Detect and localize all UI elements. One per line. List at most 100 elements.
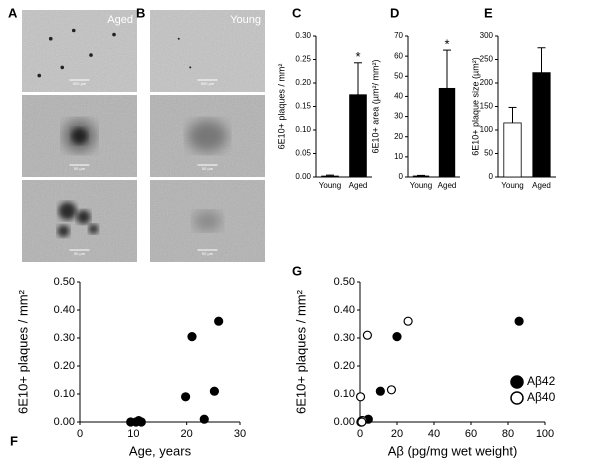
panel-label: A (8, 5, 18, 20)
scale-bar-label: 500 µm (73, 81, 87, 86)
bar (438, 87, 456, 178)
scale-bar-label: 50 µm (202, 166, 214, 171)
significance-marker: * (444, 37, 449, 52)
image-caption: Aged (107, 14, 133, 26)
data-point (209, 386, 219, 396)
micrograph: 500 µm (22, 10, 137, 92)
plaque-dot (71, 28, 76, 33)
plaque-dot (112, 32, 116, 37)
data-point (403, 316, 413, 326)
y-tick-label: 60 (394, 51, 403, 60)
plaque-dot (177, 37, 180, 40)
micrograph: 50 µm (150, 180, 265, 262)
plaque-core (88, 224, 99, 234)
y-axis-title: 6E10+ plaque size (µm²) (470, 57, 480, 155)
x-tick-label: 80 (502, 428, 514, 440)
x-tick-label: Aged (438, 181, 457, 190)
y-tick-label: 0.20 (334, 360, 355, 372)
micrograph: 500 µm (150, 10, 265, 92)
y-tick-label: 0.30 (54, 332, 75, 344)
panel-label: D (390, 5, 399, 20)
plaque-diffuse (193, 211, 222, 231)
data-point (392, 332, 402, 342)
x-tick-label: 10 (127, 428, 139, 440)
y-tick-label: 0.50 (334, 276, 355, 288)
image-caption: Young (230, 14, 261, 26)
plaque-core (71, 128, 88, 144)
y-tick-label: 100 (480, 125, 494, 134)
data-point (136, 417, 146, 427)
y-tick-label: 0 (399, 172, 404, 181)
data-point (514, 316, 524, 326)
x-tick-label: 100 (536, 428, 554, 440)
data-point (214, 316, 224, 326)
x-axis-title: Aβ (pg/mg wet weight) (388, 443, 518, 458)
y-axis-title: 6E10+ area (µm²/ mm²) (370, 60, 380, 154)
scale-bar-label: 50 µm (74, 251, 86, 256)
panel-label: B (136, 5, 145, 20)
y-axis-title: 6E10+ plaques / mm² (276, 64, 286, 150)
y-tick-label: 0.00 (334, 416, 355, 428)
data-point (375, 386, 385, 396)
y-tick-label: 200 (480, 78, 494, 87)
plaque-dot (89, 53, 93, 57)
plaque-dot (189, 66, 192, 69)
y-tick-label: 0.20 (295, 78, 311, 87)
bar (321, 175, 339, 178)
panel-label: F (10, 433, 18, 448)
data-point (181, 392, 191, 402)
x-tick-label: 20 (391, 428, 403, 440)
x-tick-label: 20 (181, 428, 193, 440)
legend-label: Aβ40 (527, 390, 556, 404)
y-tick-label: 0.25 (295, 55, 311, 64)
y-tick-label: 300 (480, 31, 494, 40)
x-axis-title: Age, years (129, 443, 192, 458)
plaque-diffuse (187, 120, 228, 152)
x-tick-label: 30 (234, 428, 246, 440)
y-tick-label: 0.10 (295, 125, 311, 134)
y-tick-label: 0.10 (54, 388, 75, 400)
bar (532, 72, 551, 178)
plaque-dot (37, 73, 42, 78)
data-point (199, 414, 209, 424)
y-tick-label: 0.00 (54, 416, 75, 428)
x-tick-label: 0 (357, 428, 363, 440)
y-tick-label: 0.30 (295, 31, 311, 40)
plaque-core (76, 210, 91, 224)
y-tick-label: 50 (394, 71, 403, 80)
legend-marker (510, 391, 524, 405)
x-tick-label: Aged (349, 181, 368, 190)
y-tick-label: 30 (394, 112, 403, 121)
y-tick-label: 10 (394, 152, 403, 161)
y-tick-label: 0 (489, 172, 494, 181)
plaque-core (58, 202, 77, 220)
x-tick-label: Young (319, 181, 341, 190)
y-tick-label: 40 (394, 92, 403, 101)
x-tick-label: Young (501, 181, 523, 190)
data-point (357, 417, 367, 427)
plaque-dot (48, 36, 53, 41)
x-tick-label: Aged (532, 181, 551, 190)
bar (412, 175, 430, 178)
legend-marker (510, 375, 524, 389)
y-axis-title: 6E10+ plaques / mm² (15, 289, 30, 414)
y-tick-label: 250 (480, 55, 494, 64)
micrograph: 50 µm (22, 95, 137, 177)
y-tick-label: 0.40 (54, 304, 75, 316)
data-point (362, 330, 372, 340)
data-point (355, 392, 366, 402)
y-tick-label: 50 (484, 149, 493, 158)
y-axis-title: 6E10+ plaques / mm² (293, 289, 308, 414)
plaque-core (57, 225, 70, 237)
scale-bar-label: 50 µm (202, 251, 214, 256)
y-tick-label: 0.20 (54, 360, 75, 372)
x-tick-label: 0 (77, 428, 83, 440)
x-tick-label: 60 (465, 428, 477, 440)
legend-label: Aβ42 (527, 374, 556, 388)
y-tick-label: 0.00 (295, 172, 311, 181)
x-tick-label: 40 (428, 428, 440, 440)
y-tick-label: 0.15 (295, 102, 311, 111)
bar (349, 94, 367, 178)
y-tick-label: 150 (480, 102, 494, 111)
